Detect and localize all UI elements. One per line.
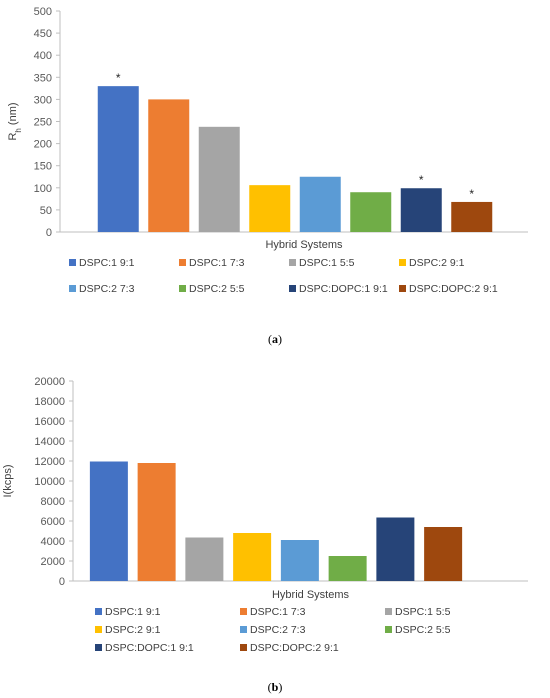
y-tick-label: 500 [34,6,52,18]
y-axis-title: I(kcps) [2,465,14,498]
panel-label: (a) [268,332,282,346]
bar [97,86,139,232]
x-axis-title: Hybrid Systems [265,239,343,251]
y-tick-label: 200 [34,139,52,151]
y-tick-label: 0 [46,227,52,239]
legend-label: DSPC:2 7:3 [79,283,135,295]
y-tick-label: 16000 [34,416,65,428]
y-tick-label: 12000 [34,456,65,468]
y-tick-label: 150 [34,161,52,173]
bar-annotation: * [419,173,424,187]
bar [424,527,463,581]
legend-label: DSPC:1 5:5 [299,257,355,269]
bar [376,517,415,581]
legend-label: DSPC:2 5:5 [189,283,245,295]
legend-label: DSPC:2 9:1 [409,257,465,269]
bar [350,192,392,232]
legend-label: DSPC:1 5:5 [395,606,451,618]
legend-label: DSPC:DOPC:2 9:1 [250,642,339,654]
bar [328,556,367,581]
legend-swatch [289,285,296,292]
y-tick-label: 250 [34,117,52,129]
bar [299,176,341,232]
y-tick-label: 450 [34,28,52,40]
legend-label: DSPC:2 5:5 [395,624,451,636]
chart-a: 0 50 100 150 200 250 300 350 400 450 500 Rh (nm) * * *… [7,6,528,346]
legend-swatch [385,626,392,633]
bar-annotation: * [469,187,474,201]
y-tick-label: 50 [40,205,52,217]
bar [198,126,240,232]
y-tick-label: 4000 [41,536,65,548]
bar [451,201,493,232]
legend-swatch [179,285,186,292]
legend-swatch [240,644,247,651]
y-tick-label: 400 [34,50,52,62]
legend-swatch [95,608,102,615]
bar [249,185,291,232]
legend-label: DSPC:1 7:3 [189,257,245,269]
legend-swatch [179,259,186,266]
y-tick-label: 6000 [41,516,65,528]
bar [148,99,190,233]
chart-b: 0 2000 4000 6000 8000 10000 12000 14000 16000 180… [2,376,528,694]
panel-label: (b) [268,680,283,694]
legend-swatch [95,644,102,651]
legend-swatch [399,285,406,292]
x-axis-title: Hybrid Systems [272,589,350,601]
y-tick-label: 10000 [34,476,65,488]
y-tick-label: 2000 [41,556,65,568]
y-tick-label: 300 [34,94,52,106]
y-tick-label: 14000 [34,436,65,448]
bar [89,461,128,581]
legend-label: DSPC:DOPC:1 9:1 [299,283,388,295]
legend-label: DSPC:DOPC:2 9:1 [409,283,498,295]
y-axis-title: Rh (nm) [7,102,23,140]
bar [400,188,442,232]
y-tick-label: 8000 [41,496,65,508]
legend-swatch [385,608,392,615]
legend-swatch [240,608,247,615]
bar [280,540,319,581]
bar [137,463,176,581]
y-tick-label: 0 [59,576,65,588]
y-tick-label: 350 [34,72,52,84]
y-tick-label: 20000 [34,376,65,388]
legend-label: DSPC:1 9:1 [79,257,135,269]
y-tick-label: 100 [34,183,52,195]
bar [185,537,224,581]
legend-swatch [289,259,296,266]
legend-swatch [240,626,247,633]
bar-annotation: * [116,71,121,85]
legend-label: DSPC:1 7:3 [250,606,306,618]
legend-label: DSPC:2 7:3 [250,624,306,636]
y-tick-label: 18000 [34,396,65,408]
legend-label: DSPC:DOPC:1 9:1 [105,642,194,654]
legend-swatch [399,259,406,266]
legend-label: DSPC:2 9:1 [105,624,161,636]
legend-swatch [69,259,76,266]
legend-swatch [95,626,102,633]
legend-label: DSPC:1 9:1 [105,606,161,618]
bar [233,533,272,581]
legend-swatch [69,285,76,292]
